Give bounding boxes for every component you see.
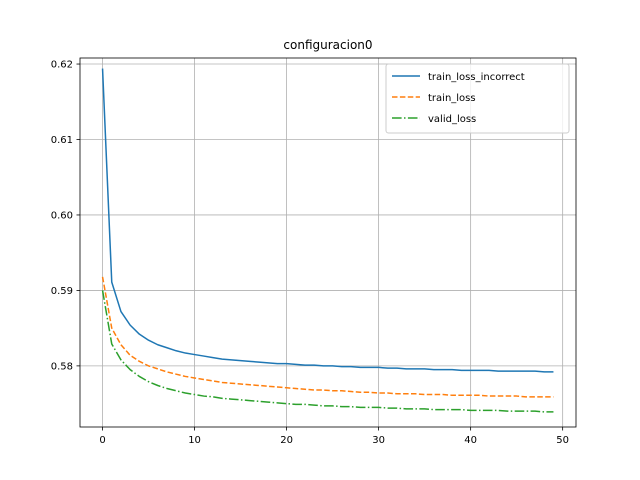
x-tick-label: 40 [464,435,477,446]
chart-title: configuracion0 [283,38,372,52]
y-tick-label: 0.58 [51,361,73,372]
x-tick-label: 20 [280,435,293,446]
series-line-valid-loss [101,290,554,413]
x-tick-label: 50 [556,435,569,446]
legend-label: train_loss_incorrect [428,72,525,83]
legend-box [385,63,570,134]
y-tick-label: 0.59 [51,286,73,297]
x-tick-label: 30 [372,435,385,446]
x-tick-label: 10 [188,435,201,446]
series-line-train-loss [101,276,554,398]
x-tick-label: 0 [99,435,105,446]
series-line-train-loss-incorrect [101,68,554,373]
legend-label: valid_loss [428,114,476,125]
plot-area-frame [79,57,577,428]
legend: train_loss_incorrect train_loss valid_loss [385,63,570,134]
series-group [101,68,554,413]
legend-label: train_loss [428,93,476,104]
y-tick-label: 0.61 [51,135,73,146]
y-tick-label: 0.62 [51,60,73,71]
axis-ticks: 0 10 20 30 40 50 0.58 0.59 0.60 0.61 0.62 [51,60,569,446]
y-tick-label: 0.60 [51,210,73,221]
